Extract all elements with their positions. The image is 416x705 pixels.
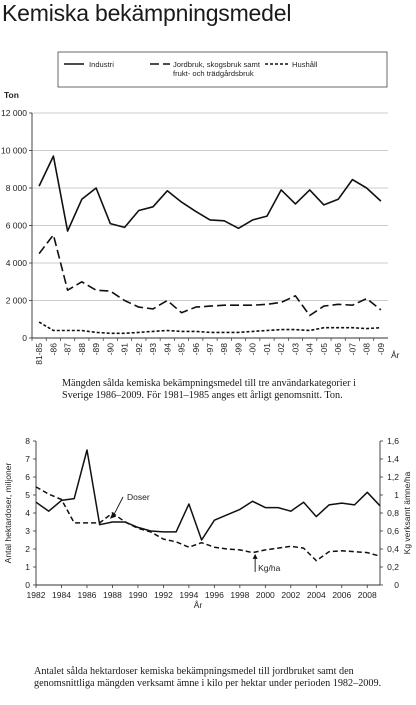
legend-label: Industri xyxy=(89,60,114,69)
chart-2: 0 1 2 3 4 5 6 7 8 0 0,2 0,4 0,6 0,8 1 1,2 1,4 1,6 1982 1984… xyxy=(3,436,412,610)
x-tick-label: 1990 xyxy=(128,590,147,600)
x-tick-label: -07 xyxy=(347,343,357,356)
x-tick-label: -00 xyxy=(248,343,258,356)
x-tick-label: 1992 xyxy=(154,590,173,600)
x-tick-label: -09 xyxy=(376,343,386,356)
right-y-tick-label: 1,4 xyxy=(387,454,399,464)
x-tick-label: 1986 xyxy=(78,590,97,600)
x-tick-label: -97 xyxy=(205,343,215,356)
x-tick-label: -05 xyxy=(319,343,329,356)
x-tick-label: -90 xyxy=(105,343,115,356)
y-tick-label: 12 000 xyxy=(1,108,27,118)
right-y-tick-label: 1 xyxy=(394,490,399,500)
x-tick-label: -91 xyxy=(120,343,130,356)
legend-label: frukt- och trädgårdsbruk xyxy=(173,69,254,78)
x-axis-label: År xyxy=(194,600,203,610)
x-tick-label: -98 xyxy=(219,343,229,356)
doser-annotation-line xyxy=(112,496,124,517)
x-tick-label: -08 xyxy=(362,343,372,356)
doser-annotation-arrowhead xyxy=(109,511,116,519)
x-tick-label: 2008 xyxy=(358,590,377,600)
kgha-annotation-arrowhead xyxy=(252,553,258,559)
x-tick-label: 1984 xyxy=(52,590,71,600)
x-tick-label: -95 xyxy=(177,343,187,356)
right-y-tick-label: 0,4 xyxy=(387,544,399,554)
x-tick-label: 2004 xyxy=(307,590,326,600)
page-title: Kemiska bekämpningsmedel xyxy=(2,0,292,26)
chart-2-caption: Antalet sålda hektardoser kemiska bekämp… xyxy=(34,666,382,689)
y-tick-label: 6 000 xyxy=(6,221,28,231)
legend-label: Jordbruk, skogsbruk samt xyxy=(173,60,261,69)
x-tick-label: -92 xyxy=(134,343,144,356)
series-line xyxy=(38,155,382,232)
x-tick-label: 1982 xyxy=(27,590,46,600)
right-y-tick-label: 0,6 xyxy=(387,526,399,536)
y-tick-label: 2 000 xyxy=(6,296,28,306)
left-y-tick-label: 3 xyxy=(25,526,30,536)
left-y-tick-label: 4 xyxy=(25,508,30,518)
y-axis-unit-label: Ton xyxy=(4,90,19,100)
x-tick-label: -99 xyxy=(233,343,243,356)
x-tick-label: 81-85 xyxy=(34,343,44,365)
right-y-tick-label: 0,8 xyxy=(387,508,399,518)
kgha-annotation-label: Kg/ha xyxy=(258,563,280,573)
legend-label: Hushåll xyxy=(292,60,318,69)
series-line xyxy=(38,321,381,335)
right-y-tick-label: 0,2 xyxy=(387,562,399,572)
x-tick-label: -06 xyxy=(333,343,343,356)
x-tick-label: -86 xyxy=(48,343,58,356)
series-line xyxy=(38,234,382,317)
left-y-tick-label: 6 xyxy=(25,472,30,482)
x-tick-label: -87 xyxy=(63,343,73,356)
x-tick-label: -03 xyxy=(290,343,300,356)
left-y-tick-label: 2 xyxy=(25,544,30,554)
legend-box xyxy=(57,51,388,88)
y-tick-label: 4 000 xyxy=(6,258,28,268)
y-tick-label: 10 000 xyxy=(1,146,27,156)
left-y-tick-label: 5 xyxy=(25,490,30,500)
left-y-axis-title: Antal hektardoser, miljoner xyxy=(3,463,13,564)
x-tick-label: -94 xyxy=(162,343,172,356)
x-tick-label: -02 xyxy=(276,343,286,356)
chart-1-caption: Mängden sålda kemiska bekämpningsmedel t… xyxy=(62,378,356,401)
left-y-tick-label: 1 xyxy=(25,562,30,572)
x-tick-label: -04 xyxy=(305,343,315,356)
x-tick-label: -89 xyxy=(91,343,101,356)
x-tick-label: -01 xyxy=(262,343,272,356)
right-y-tick-label: 0 xyxy=(394,580,399,590)
x-tick-label: 1998 xyxy=(230,590,249,600)
x-tick-label: 2000 xyxy=(256,590,275,600)
y-tick-label: 0 xyxy=(22,333,27,343)
left-y-tick-label: 0 xyxy=(25,580,30,590)
x-tick-label: -88 xyxy=(77,343,87,356)
right-y-tick-label: 1,6 xyxy=(387,436,399,446)
x-tick-label: 2002 xyxy=(281,590,300,600)
x-tick-label: 1996 xyxy=(205,590,224,600)
y-tick-label: 8 000 xyxy=(6,183,28,193)
x-tick-label: -96 xyxy=(191,343,201,356)
doser-annotation-label: Doser xyxy=(127,492,150,502)
x-tick-label: 1994 xyxy=(179,590,198,600)
right-y-axis-title: Kg verksamt ämne/ha xyxy=(402,471,412,554)
series-line xyxy=(35,449,381,541)
series-line xyxy=(35,486,381,562)
x-tick-label: 2006 xyxy=(332,590,351,600)
x-axis-label: År xyxy=(391,350,400,360)
left-y-tick-label: 7 xyxy=(25,454,30,464)
x-tick-label: -93 xyxy=(148,343,158,356)
left-y-tick-label: 8 xyxy=(25,436,30,446)
x-tick-label: 1988 xyxy=(103,590,122,600)
right-y-tick-label: 1,2 xyxy=(387,472,399,482)
